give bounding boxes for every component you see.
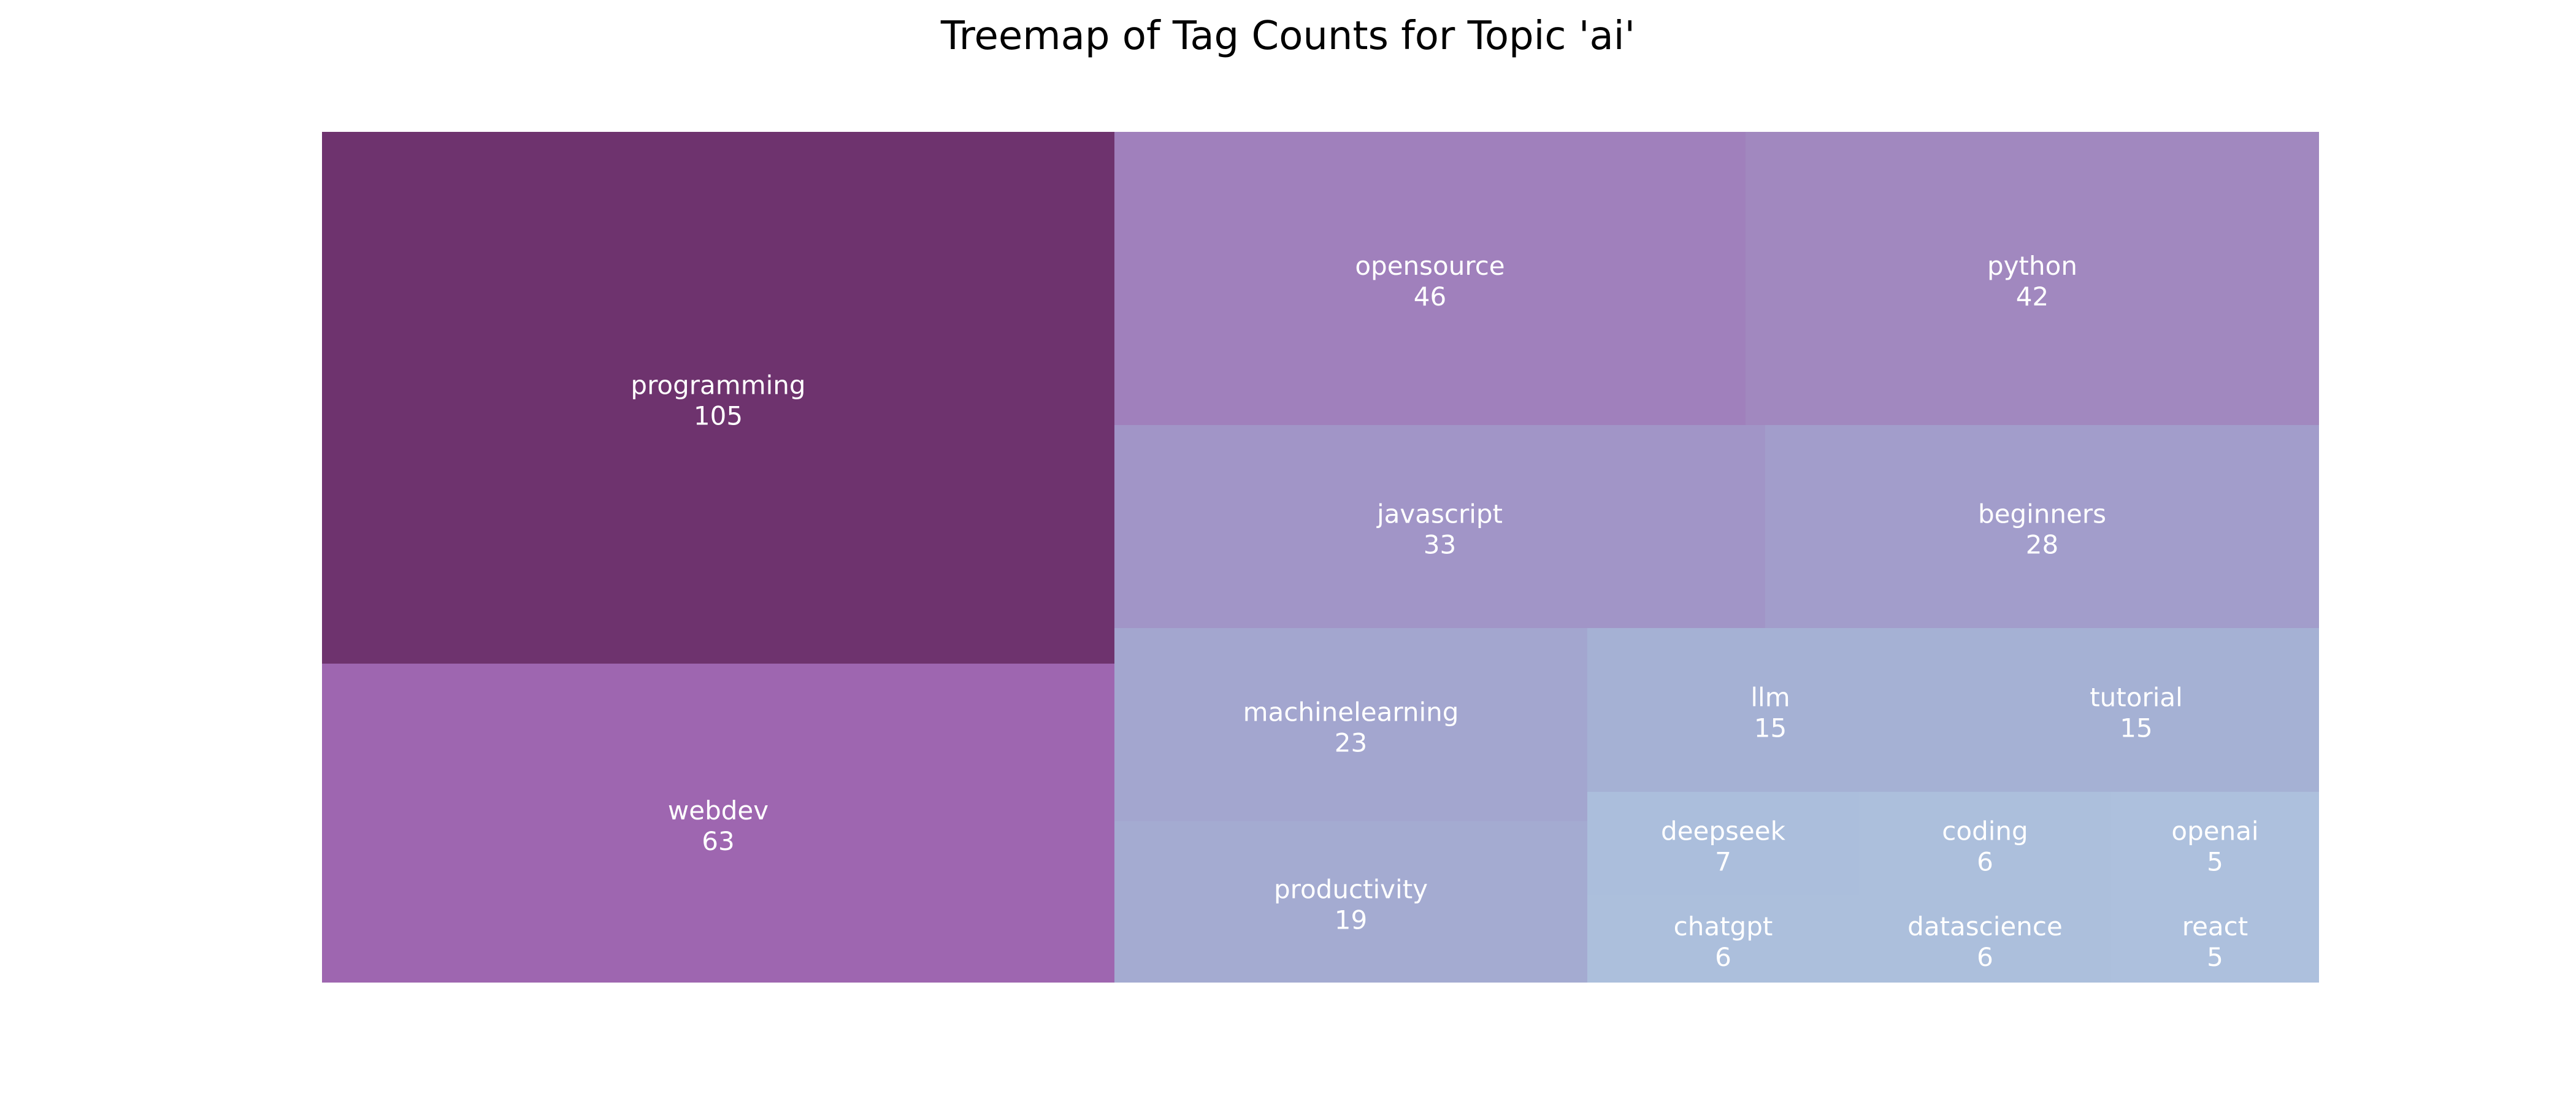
treemap-value: 105 xyxy=(694,401,743,431)
treemap-value: 6 xyxy=(1977,942,1993,972)
treemap-rect-productivity xyxy=(1114,821,1587,983)
treemap-value: 46 xyxy=(1414,282,1446,312)
treemap-rect-webdev xyxy=(322,664,1114,983)
treemap-rect-react xyxy=(2111,895,2319,983)
treemap-value: 15 xyxy=(1754,713,1787,743)
treemap-value: 15 xyxy=(2120,713,2152,743)
treemap-rect-javascript xyxy=(1114,425,1765,628)
treemap-label: datascience xyxy=(1907,911,2063,941)
treemap-label: machinelearning xyxy=(1243,697,1459,727)
treemap-rect-opensource xyxy=(1114,132,1746,425)
treemap-value: 23 xyxy=(1335,728,1367,758)
treemap-label: chatgpt xyxy=(1674,911,1773,941)
treemap-label: webdev xyxy=(668,795,769,826)
treemap-value: 7 xyxy=(1715,847,1731,877)
treemap-value: 6 xyxy=(1977,847,1993,877)
treemap-label: productivity xyxy=(1274,875,1428,905)
treemap-label: tutorial xyxy=(2090,683,2183,713)
treemap-label: programming xyxy=(631,370,805,401)
treemap-rect-tutorial xyxy=(1953,628,2319,792)
treemap-label: opensource xyxy=(1355,251,1505,281)
treemap-rect-deepseek xyxy=(1587,792,1859,895)
treemap-label: deepseek xyxy=(1661,816,1786,846)
treemap-value: 33 xyxy=(1424,530,1456,560)
treemap-rect-openai xyxy=(2111,792,2319,895)
treemap-label: beginners xyxy=(1978,499,2106,529)
treemap-rect-beginners xyxy=(1765,425,2319,628)
treemap-rect-datascience xyxy=(1859,895,2111,983)
treemap-value: 28 xyxy=(2026,530,2058,560)
treemap-label: coding xyxy=(1942,816,2028,846)
treemap-label: react xyxy=(2182,911,2248,941)
treemap-value: 42 xyxy=(2016,282,2049,312)
treemap-value: 6 xyxy=(1715,942,1731,972)
treemap-rect-llm xyxy=(1587,628,1953,792)
treemap-value: 5 xyxy=(2207,847,2223,877)
treemap-rect-programming xyxy=(322,132,1114,664)
treemap-value: 5 xyxy=(2207,942,2223,972)
chart-title: Treemap of Tag Counts for Topic 'ai' xyxy=(940,13,1636,59)
treemap-label: python xyxy=(1987,251,2077,281)
treemap-value: 63 xyxy=(702,826,734,856)
treemap-rect-machinelearning xyxy=(1114,628,1587,821)
treemap-rect-python xyxy=(1746,132,2319,425)
treemap-value: 19 xyxy=(1335,905,1367,935)
treemap-label: javascript xyxy=(1376,499,1503,529)
treemap-rect-coding xyxy=(1859,792,2111,895)
treemap-label: llm xyxy=(1750,683,1790,713)
treemap-rect-chatgpt xyxy=(1587,895,1859,983)
treemap-label: openai xyxy=(2171,816,2258,846)
